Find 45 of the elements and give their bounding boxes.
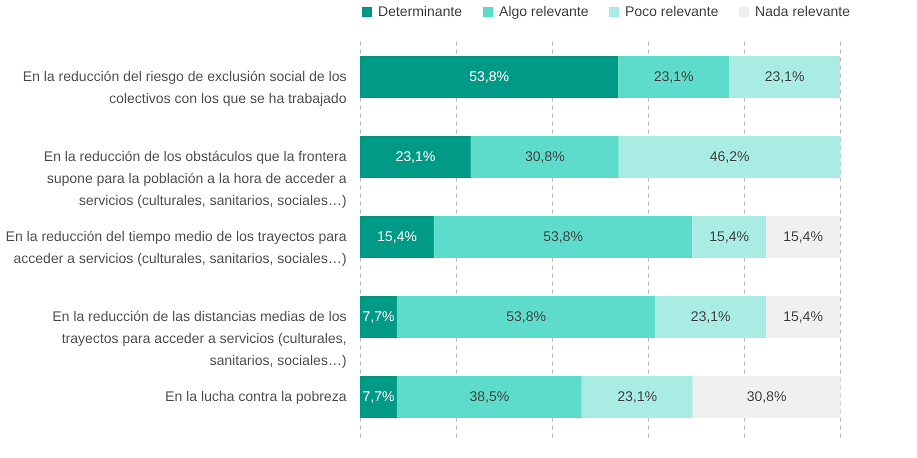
y-tick-label: En la reducción del riesgo de exclusión social de los colectivos con los que se ha trabajado bbox=[22, 68, 347, 106]
legend-label: Nada relevante bbox=[755, 3, 850, 19]
bar bbox=[360, 136, 471, 178]
bar bbox=[766, 216, 840, 258]
data-label: 53,8% bbox=[506, 308, 546, 324]
y-tick-label: En la reducción de los obstáculos que la frontera supone para la población a la hora de acceder a servicios (culturales, sanitarios, sociales…) bbox=[44, 148, 347, 208]
data-label: 15,4% bbox=[709, 228, 749, 244]
y-tick-label: En la reducción de las distancias medias de los trayectos para acceder a servicios (culturales, sanitarios, sociales…) bbox=[52, 308, 346, 368]
legend-label: Poco relevante bbox=[625, 3, 719, 19]
data-label: 53,8% bbox=[469, 68, 509, 84]
data-label: 46,2% bbox=[710, 148, 750, 164]
bar bbox=[360, 216, 434, 258]
data-label: 15,4% bbox=[783, 228, 823, 244]
data-label: 23,1% bbox=[654, 68, 694, 84]
legend-label: Determinante bbox=[378, 3, 462, 19]
data-label: 23,1% bbox=[690, 308, 730, 324]
bar bbox=[360, 376, 397, 418]
y-tick-label: En la reducción del tiempo medio de los trayectos para acceder a servicios (culturales, sanitarios, sociales…) bbox=[6, 228, 347, 266]
bar bbox=[692, 376, 840, 418]
bar bbox=[434, 216, 692, 258]
bar bbox=[470, 136, 619, 178]
bar bbox=[360, 56, 618, 98]
legend-label: Algo relevante bbox=[499, 3, 589, 19]
data-label: 7,7% bbox=[362, 388, 394, 404]
bar bbox=[396, 296, 656, 338]
data-label: 23,1% bbox=[396, 148, 436, 164]
bar bbox=[582, 376, 693, 418]
bar bbox=[766, 296, 840, 338]
data-label: 23,1% bbox=[764, 68, 804, 84]
bar bbox=[692, 216, 766, 258]
bar bbox=[618, 56, 730, 98]
data-label: 7,7% bbox=[362, 308, 394, 324]
data-label: 30,8% bbox=[746, 388, 786, 404]
y-tick-label: En la lucha contra la pobreza bbox=[165, 388, 347, 404]
data-label: 30,8% bbox=[524, 148, 565, 164]
bar bbox=[729, 56, 840, 98]
bar bbox=[618, 136, 840, 178]
bar bbox=[396, 376, 582, 418]
data-label: 53,8% bbox=[543, 228, 583, 244]
data-label: 38,5% bbox=[470, 388, 510, 404]
data-label: 23,1% bbox=[617, 388, 658, 404]
bar bbox=[360, 296, 397, 338]
data-label: 15,4% bbox=[783, 308, 823, 324]
data-label: 15,4% bbox=[377, 228, 417, 244]
bar bbox=[655, 296, 766, 338]
